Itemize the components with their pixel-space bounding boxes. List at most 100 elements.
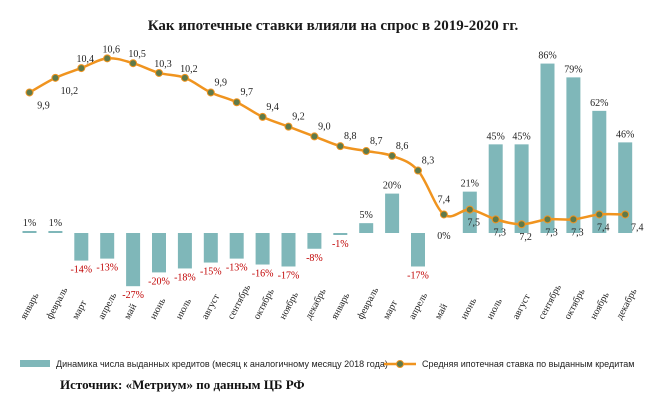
rate-point [362, 147, 371, 156]
rate-data-label: 10,4 [77, 54, 95, 65]
bar [540, 63, 555, 233]
rate-data-label: 9,2 [292, 112, 305, 123]
x-tick-label: сентябрь [536, 282, 564, 321]
bar [22, 231, 37, 233]
rate-data-label: 9,9 [37, 100, 50, 111]
rate-data-labels: 9,9 10,2 10,4 10,6 10,5 10,3 10,2 9,9 9,7 9,4 9,2 9… [37, 44, 643, 243]
rate-line [28, 56, 626, 226]
bar-data-label: 86% [538, 51, 556, 62]
rate-data-label: 9,7 [240, 87, 253, 98]
rate-point [51, 73, 60, 82]
rate-data-label: 8,8 [344, 131, 357, 142]
rate-point [621, 210, 630, 219]
bar-data-label: -1% [332, 239, 349, 250]
bar-data-label: -20% [148, 276, 170, 287]
rate-point [103, 54, 112, 63]
x-tick-label: март [381, 298, 400, 321]
bar [514, 144, 529, 233]
rate-data-label: 7,4 [631, 222, 644, 233]
bar-series [22, 63, 633, 287]
rate-point [491, 215, 500, 224]
x-tick-label: июнь [459, 296, 480, 322]
bar-data-label: -27% [122, 290, 144, 301]
x-tick-label: апрель [96, 291, 119, 322]
bar-data-label: -8% [306, 253, 323, 264]
bar-data-label: -17% [278, 270, 300, 281]
x-axis-tick-labels: январь февраль март апрель май июнь июль август… [18, 282, 639, 321]
bar [566, 77, 581, 234]
rate-data-label: 10,5 [128, 49, 146, 60]
legend-bar-swatch [20, 360, 50, 367]
rate-data-label: 10,3 [154, 59, 172, 70]
rate-point [206, 88, 215, 97]
rate-data-label: 7,3 [545, 227, 558, 238]
rate-data-label: 10,6 [102, 44, 120, 55]
rate-point [284, 122, 293, 131]
rate-point [258, 112, 267, 121]
rate-data-label: 8,7 [370, 136, 383, 147]
rate-data-label: 7,4 [597, 222, 610, 233]
bar-data-label: -18% [174, 272, 196, 283]
x-tick-label: январь [329, 291, 352, 322]
bar-data-label: -13% [226, 263, 248, 274]
bar [126, 233, 141, 287]
bar [488, 144, 503, 233]
chart-title: Как ипотечные ставки влияли на спрос в 2… [148, 18, 519, 34]
rate-point [129, 59, 138, 68]
rate-point [569, 215, 578, 224]
bar-data-label: -14% [70, 265, 92, 276]
legend: Динамика числа выданных кредитов (месяц … [20, 359, 634, 369]
x-tick-label: октябрь [562, 287, 588, 322]
bar [359, 223, 374, 233]
legend-line-label: Средняя ипотечная ставка по выданным кре… [422, 359, 634, 369]
bar-data-label: -16% [252, 269, 274, 280]
bar [100, 233, 115, 259]
bar [411, 233, 425, 267]
bar [592, 110, 607, 233]
bar [177, 233, 192, 269]
bar [385, 193, 400, 233]
x-tick-label: сентябрь [226, 282, 254, 321]
bar [618, 142, 633, 233]
bar-data-label: -17% [407, 270, 429, 281]
x-tick-label: октябрь [252, 287, 278, 322]
bar [48, 231, 63, 233]
rate-point [155, 68, 163, 77]
x-tick-label: май [433, 302, 451, 322]
bar-data-label: 5% [360, 210, 373, 221]
rate-data-label: 7,3 [493, 227, 506, 238]
bar-data-label: 1% [49, 218, 62, 229]
bar [281, 233, 296, 267]
rate-data-label: 7,2 [519, 232, 532, 243]
bar-data-label: 1% [23, 218, 36, 229]
rate-data-label: 9,0 [318, 121, 331, 132]
rate-point [414, 166, 422, 175]
legend-bar-label: Динамика числа выданных кредитов (месяц … [56, 359, 388, 369]
x-tick-label: декабрь [614, 286, 640, 321]
legend-line-marker [396, 360, 404, 368]
rate-data-label: 7,4 [438, 194, 451, 205]
bar-data-label: 20% [383, 181, 401, 192]
x-tick-label: июль [174, 296, 194, 321]
x-tick-label: ноябрь [277, 290, 301, 322]
bar-data-label: 0% [437, 231, 450, 242]
x-tick-label: апрель [407, 291, 430, 322]
x-tick-label: май [122, 302, 140, 322]
x-tick-label: ноябрь [588, 290, 612, 322]
x-tick-label: февраль [355, 285, 381, 321]
x-tick-label: август [200, 292, 223, 322]
x-tick-label: март [70, 298, 89, 321]
rate-point [517, 220, 526, 229]
rate-data-label: 8,3 [422, 156, 435, 167]
bar [74, 233, 89, 261]
rate-point [336, 142, 345, 151]
rate-point [77, 64, 86, 73]
rate-data-label: 10,2 [61, 86, 79, 97]
x-tick-label: август [511, 292, 534, 322]
bar [307, 233, 322, 249]
rate-point [439, 210, 448, 219]
bar-data-label: 45% [487, 131, 505, 142]
rate-data-label: 8,6 [396, 141, 409, 152]
bar-data-label: 21% [461, 179, 479, 190]
rate-point [388, 151, 397, 160]
